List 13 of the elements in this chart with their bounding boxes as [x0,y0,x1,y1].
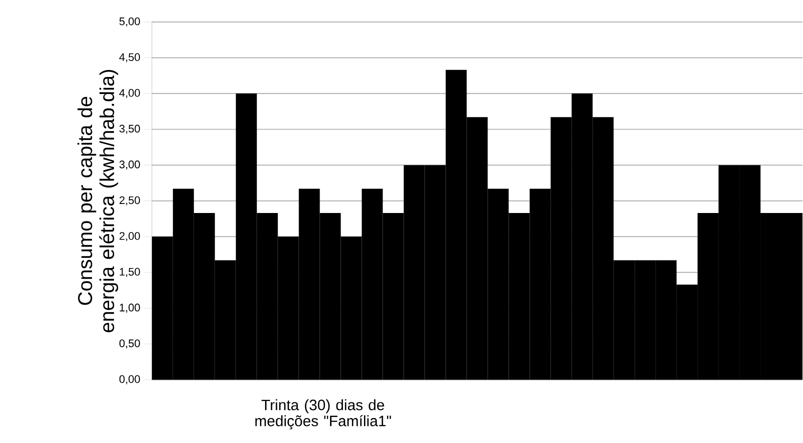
y-tick-label: 3,00 [119,160,140,170]
y-tick-label: 3,50 [119,124,140,134]
y-tick-label: 1,00 [120,304,140,313]
y-tick-label: 1,50 [120,268,140,278]
y-tick-label: 4,50 [119,53,140,62]
x-axis-title: Trinta (30) dias de medições "Família1" [255,399,391,430]
y-tick-label: 5,00 [119,18,140,27]
y-tick-label: 0,50 [119,340,140,349]
y-axis-title: Consumo per capita de energia elétrica (kwh/hab.dia) [78,70,118,332]
y-tick-label: 4,00 [119,89,140,98]
y-tick-label: 2,00 [120,232,140,242]
y-tick-label: 0,00 [119,375,140,384]
y-tick-label: 2,50 [120,196,140,206]
